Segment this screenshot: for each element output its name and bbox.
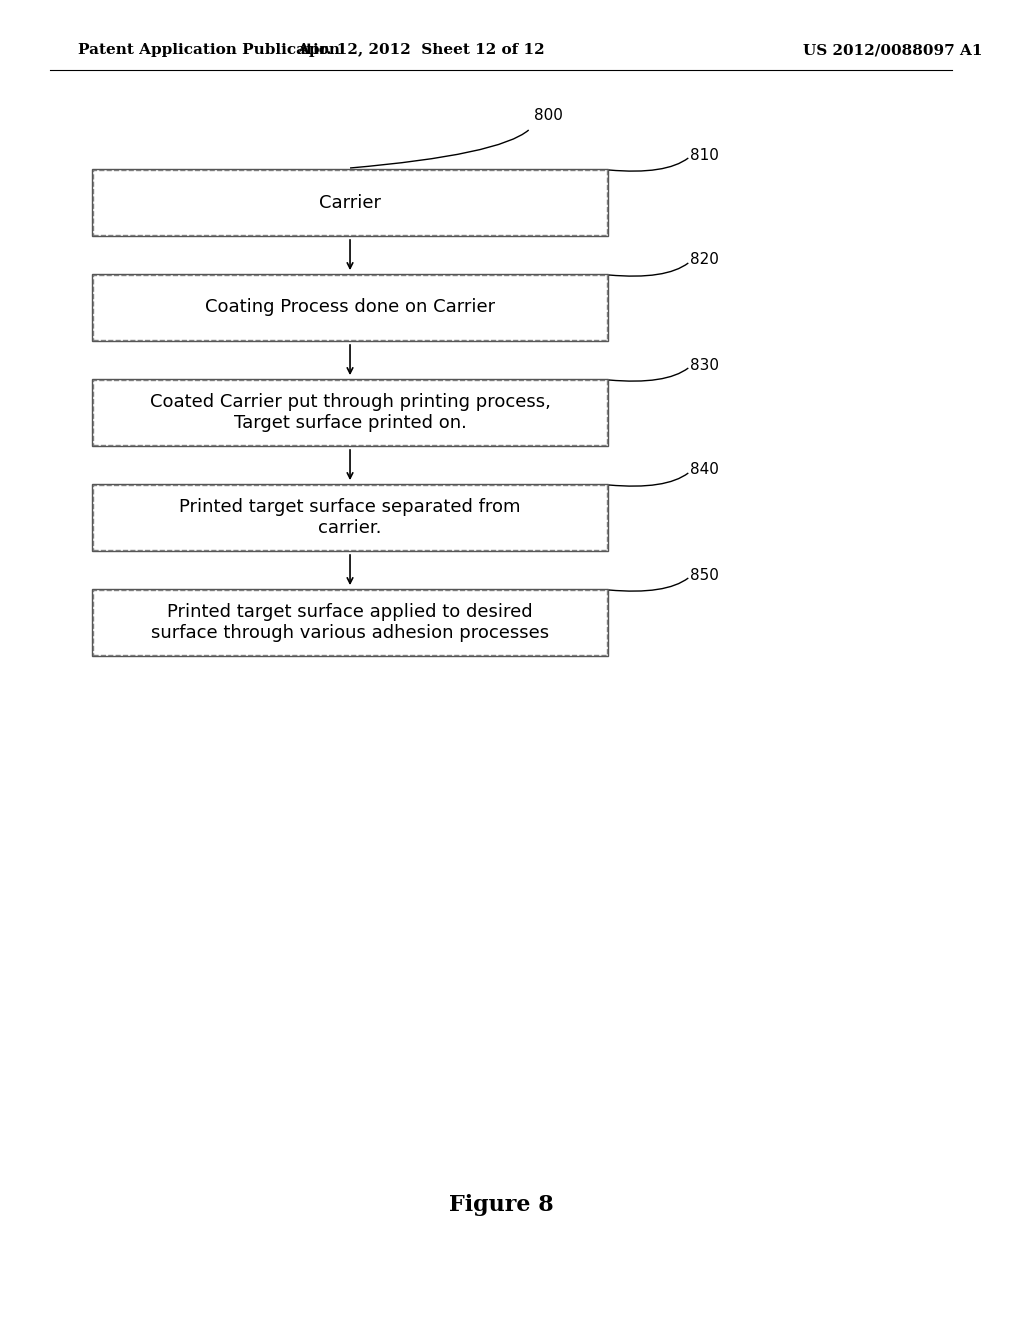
Text: Patent Application Publication: Patent Application Publication <box>78 44 340 57</box>
Text: Printed target surface applied to desired
surface through various adhesion proce: Printed target surface applied to desire… <box>151 603 549 642</box>
Text: Carrier: Carrier <box>319 194 381 211</box>
FancyBboxPatch shape <box>93 380 607 445</box>
Text: 840: 840 <box>690 462 719 478</box>
Text: 850: 850 <box>690 568 719 582</box>
FancyBboxPatch shape <box>93 275 607 341</box>
FancyBboxPatch shape <box>93 170 607 235</box>
Text: 800: 800 <box>534 107 562 123</box>
FancyBboxPatch shape <box>93 484 607 550</box>
Text: Coating Process done on Carrier: Coating Process done on Carrier <box>205 298 495 317</box>
Text: 820: 820 <box>690 252 719 268</box>
Text: Coated Carrier put through printing process,
Target surface printed on.: Coated Carrier put through printing proc… <box>150 393 551 432</box>
Text: Figure 8: Figure 8 <box>449 1195 554 1216</box>
Text: Printed target surface separated from
carrier.: Printed target surface separated from ca… <box>179 498 521 537</box>
Text: 810: 810 <box>690 148 719 162</box>
Text: Apr. 12, 2012  Sheet 12 of 12: Apr. 12, 2012 Sheet 12 of 12 <box>297 44 545 57</box>
Text: 830: 830 <box>690 358 719 372</box>
FancyBboxPatch shape <box>93 590 607 655</box>
Text: US 2012/0088097 A1: US 2012/0088097 A1 <box>803 44 982 57</box>
